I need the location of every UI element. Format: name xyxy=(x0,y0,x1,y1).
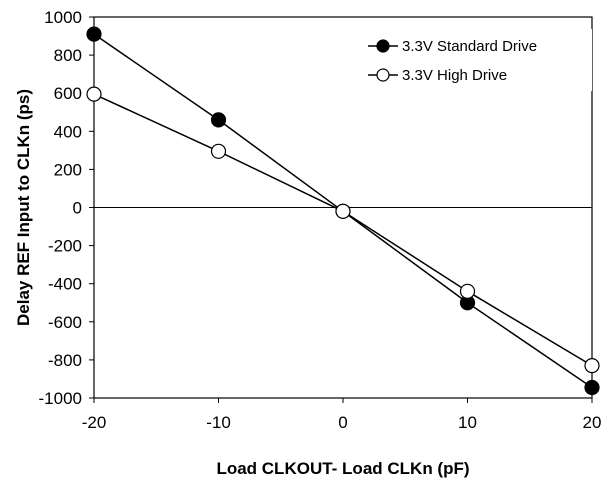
y-tick-label: 800 xyxy=(54,46,82,65)
legend-box xyxy=(362,29,592,91)
x-tick-label: 0 xyxy=(338,413,347,432)
x-axis-ticks: -20 -10 0 10 20 xyxy=(82,398,602,432)
data-point xyxy=(86,86,102,102)
legend-marker-standard xyxy=(376,39,390,53)
y-axis-title: Delay REF Input to CLKn (ps) xyxy=(14,89,33,326)
series-high-drive xyxy=(86,86,600,374)
legend-marker-high xyxy=(376,68,390,82)
data-point xyxy=(210,112,227,128)
y-tick-label: -600 xyxy=(48,313,82,332)
legend-item-standard: 3.3V Standard Drive xyxy=(368,38,537,55)
x-axis-title: Load CLKOUT- Load CLKn (pF) xyxy=(216,459,469,478)
legend-item-high: 3.3V High Drive xyxy=(368,67,507,84)
legend: 3.3V Standard Drive 3.3V High Drive xyxy=(362,29,592,91)
data-point xyxy=(459,283,476,299)
legend-label-high: 3.3V High Drive xyxy=(402,67,507,84)
data-point xyxy=(584,379,600,396)
data-point xyxy=(210,143,227,159)
x-tick-label: 20 xyxy=(583,413,602,432)
x-tick-label: 10 xyxy=(458,413,477,432)
y-tick-label: -400 xyxy=(48,275,82,294)
y-tick-label: 600 xyxy=(54,84,82,103)
y-tick-label: -200 xyxy=(48,237,82,256)
y-tick-label: 200 xyxy=(54,160,82,179)
x-tick-label: -20 xyxy=(82,413,107,432)
data-point xyxy=(584,358,600,374)
series-line xyxy=(93,93,593,367)
y-tick-label: 1000 xyxy=(44,8,82,27)
data-point xyxy=(335,203,351,219)
legend-label-standard: 3.3V Standard Drive xyxy=(402,38,537,55)
series-layer xyxy=(86,26,600,396)
x-tick-label: -10 xyxy=(206,413,231,432)
data-point xyxy=(86,26,102,42)
y-tick-label: -1000 xyxy=(39,389,82,408)
y-tick-label: -800 xyxy=(48,351,82,370)
y-tick-label: 400 xyxy=(54,122,82,141)
y-tick-label: 0 xyxy=(73,199,82,218)
y-axis-ticks: 1000 800 600 400 200 0 -200 -400 -600 -800 -1000 xyxy=(39,8,94,408)
